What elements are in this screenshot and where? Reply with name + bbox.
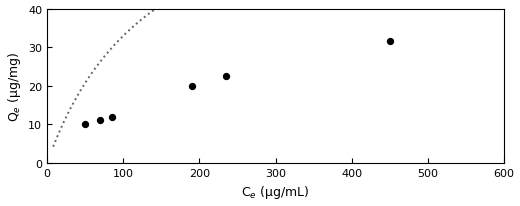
Y-axis label: Q$_e$ (μg/mg): Q$_e$ (μg/mg) <box>6 51 22 122</box>
Point <box>81 122 89 126</box>
Point <box>96 118 105 122</box>
Point <box>108 116 116 119</box>
Point <box>385 41 394 44</box>
X-axis label: C$_e$ (μg/mL): C$_e$ (μg/mL) <box>241 184 310 200</box>
Point <box>188 85 196 88</box>
Point <box>222 75 230 78</box>
